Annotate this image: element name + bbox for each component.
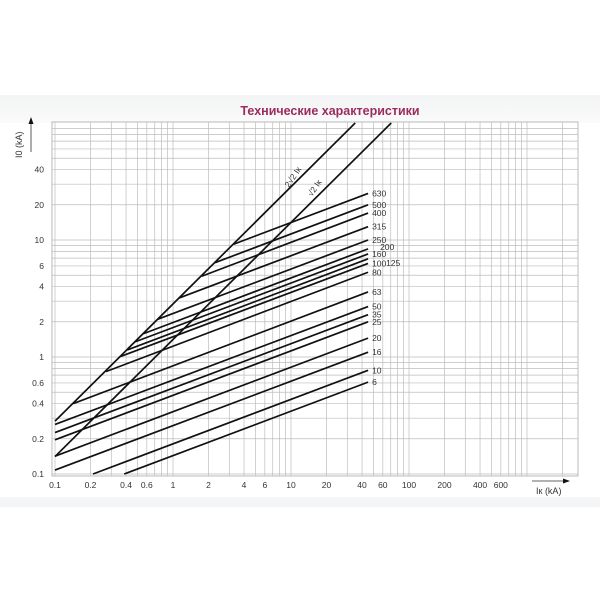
series-line-63 [73, 291, 369, 405]
y-tick-label: 2 [39, 317, 44, 327]
series-label: 500 [372, 200, 386, 210]
x-tick-label: 0.1 [49, 480, 61, 490]
series-label: 250 [372, 235, 386, 245]
series-label: 80 [372, 267, 382, 277]
series-label: 630 [372, 188, 386, 198]
series-label: 50 [372, 302, 382, 312]
series-line-400 [201, 212, 369, 278]
series-label: 6 [372, 377, 377, 387]
series-line-10 [92, 369, 369, 475]
series-label: 16 [372, 347, 382, 357]
y-tick-label: 40 [35, 165, 45, 175]
x-tick-label: 4 [242, 480, 247, 490]
series-line-630 [233, 192, 369, 246]
series-label: 315 [372, 222, 386, 232]
series-label: 400 [372, 208, 386, 218]
series-line-125 [127, 258, 369, 351]
x-tick-label: 200 [437, 480, 451, 490]
series-label: 200 [380, 242, 394, 252]
grid [51, 121, 579, 477]
series-line-80 [105, 271, 369, 373]
series-line-160 [135, 253, 369, 343]
series-label: 35 [372, 310, 382, 320]
x-tick-label: 20 [322, 480, 332, 490]
series-label: 100 [372, 258, 386, 268]
y-tick-label: 4 [39, 282, 44, 292]
series-line-6 [123, 381, 369, 475]
x-tick-label: 1 [171, 480, 176, 490]
series-line-250 [157, 239, 369, 321]
series-line-200 [142, 248, 369, 335]
series-label: 63 [372, 287, 382, 297]
y-tick-label: 0.6 [32, 378, 44, 388]
series-label: 20 [372, 333, 382, 343]
x-tick-label: 0.2 [85, 480, 97, 490]
plot-area [51, 121, 579, 477]
axes: 0.1 0.2 0.4 0.6 1 2 4 6 10 20 40 60 100 200 400 600 0.1 0… [14, 117, 570, 496]
y-tick-label: 0.1 [32, 469, 44, 479]
y-tick-label: 0.4 [32, 399, 44, 409]
series-line-315 [178, 225, 369, 299]
y-tick-label: 0.2 [32, 434, 44, 444]
x-tick-label: 400 [473, 480, 487, 490]
series-label: 125 [386, 258, 400, 268]
y-tick-label: 1 [39, 352, 44, 362]
y-axis-label: I0 (kA) [14, 131, 24, 158]
y-tick-label: 10 [35, 235, 45, 245]
series-line-16 [54, 351, 369, 471]
x-tick-label: 100 [402, 480, 416, 490]
y-tick-label: 20 [35, 200, 45, 210]
series-line-50 [54, 305, 369, 426]
x-tick-label: 40 [357, 480, 367, 490]
reference-line [54, 122, 392, 458]
series-lines [54, 122, 392, 475]
x-tick-label: 60 [378, 480, 388, 490]
x-tick-label: 2 [206, 480, 211, 490]
series-label: 10 [372, 365, 382, 375]
x-tick-label: 0.6 [141, 480, 153, 490]
x-tick-label: 0.4 [120, 480, 132, 490]
y-axis-arrowhead-icon [28, 117, 34, 124]
series-line-100 [118, 262, 369, 358]
reference-line [54, 122, 356, 422]
series-label: 25 [372, 317, 382, 327]
x-axis-arrowhead-icon [563, 478, 570, 484]
x-tick-label: 10 [286, 480, 296, 490]
series-line-500 [214, 203, 369, 264]
x-axis-label: Iк (kA) [536, 486, 561, 496]
x-tick-label: 600 [494, 480, 508, 490]
footer-band [0, 497, 600, 507]
header-band [0, 95, 600, 123]
series-line-20 [54, 337, 369, 457]
series-line-35 [54, 313, 369, 434]
series-line-25 [54, 320, 369, 441]
page-title: Технические характеристики [240, 104, 420, 118]
series-label: 160 [372, 249, 386, 259]
y-tick-label: 6 [39, 261, 44, 271]
x-tick-label: 6 [262, 480, 267, 490]
